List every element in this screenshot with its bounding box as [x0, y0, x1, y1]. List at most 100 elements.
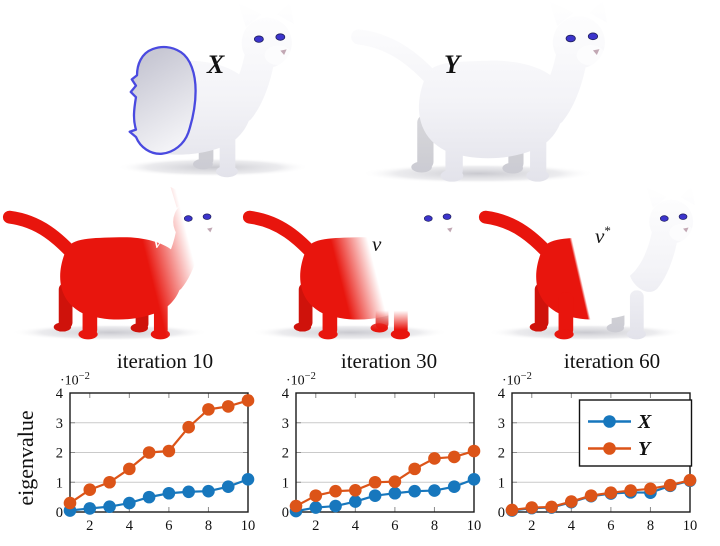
svg-text:4: 4: [352, 518, 360, 534]
svg-text:6: 6: [607, 518, 614, 534]
series-Y-marker: [644, 482, 657, 496]
series-X-marker: [368, 489, 382, 502]
scale-label-2: ·10−2: [286, 371, 316, 389]
chart-iteration-30: 2 4 6 8 10 0 1 2 3 4: [262, 369, 492, 545]
indicator-label-2: v: [372, 232, 382, 256]
series-X-marker: [447, 480, 461, 494]
cat-head: [549, 0, 608, 69]
cat-head: [170, 186, 219, 244]
series-X: [63, 472, 255, 517]
svg-text:8: 8: [205, 518, 212, 534]
series-Y-marker: [63, 496, 77, 510]
legend-label-Y: Y: [638, 438, 652, 460]
cat-chest: [530, 54, 587, 126]
series-Y-marker: [388, 475, 402, 488]
series-Y-marker: [241, 394, 255, 407]
cat-head: [646, 186, 695, 244]
legend: XY: [578, 399, 693, 467]
indicator-label-3: v*: [595, 223, 611, 248]
cat-head: [410, 186, 459, 244]
legend-marker-Y: [603, 442, 616, 455]
cat-eyes-icon: [183, 213, 212, 222]
svg-text:1: 1: [282, 475, 289, 491]
svg-text:10: 10: [683, 518, 698, 534]
svg-text:1: 1: [56, 475, 63, 491]
svg-text:2: 2: [528, 518, 535, 534]
cat-nose-icon: [280, 49, 287, 56]
svg-text:6: 6: [391, 518, 398, 534]
cat-nose-icon: [683, 227, 689, 233]
series-Y: [289, 444, 481, 513]
series-X-marker: [428, 484, 441, 497]
scale-label-1: ·10−2: [60, 371, 90, 389]
series-Y-marker: [604, 486, 618, 499]
cat-shape-y-full-figure: [350, 0, 632, 184]
svg-text:1: 1: [498, 475, 505, 491]
series-Y-marker: [624, 484, 637, 497]
shape-x-label: X: [207, 50, 225, 79]
series-X-line: [295, 478, 475, 513]
chart-iteration-10: 2 4 6 8 10 0 1 2 3 4: [36, 369, 266, 545]
series-Y-marker: [202, 403, 215, 416]
svg-text:0: 0: [282, 505, 289, 521]
tick-labels: 2 4 6 8 10 0 1 2 3 4: [498, 386, 698, 534]
series-Y-marker: [289, 499, 303, 513]
svg-text:2: 2: [56, 446, 63, 462]
svg-text:3: 3: [498, 416, 505, 432]
cut-boundary-outline: [128, 45, 197, 155]
svg-text:4: 4: [568, 518, 576, 534]
series-X-marker: [162, 486, 176, 500]
cat-ear-left-icon: [170, 186, 191, 208]
svg-text:6: 6: [165, 518, 172, 534]
cat-ear-left-icon: [410, 186, 431, 208]
svg-text:10: 10: [467, 518, 482, 534]
cat-ear-left-icon: [238, 3, 262, 28]
indicator-label-1: v: [153, 229, 163, 253]
series-Y-marker: [309, 489, 323, 502]
series-Y-marker: [545, 500, 558, 514]
series-X-marker: [202, 484, 215, 498]
series-Y-marker: [142, 446, 156, 459]
series-Y-marker: [162, 444, 176, 458]
svg-text:2: 2: [86, 518, 93, 534]
series-X-marker: [329, 499, 342, 513]
cat-chest: [219, 54, 275, 124]
iteration-title-2: iteration 30: [340, 349, 438, 373]
cat-shadow: [251, 324, 449, 341]
cat-shadow: [487, 324, 685, 341]
cat-ear-right-icon: [444, 186, 459, 206]
series-X-marker: [142, 490, 156, 504]
series-X-marker: [408, 484, 421, 498]
series-Y-marker: [83, 483, 97, 496]
cat-ear-right-icon: [680, 186, 695, 206]
cat-illustration-red10: [2, 186, 219, 341]
cat-nose-icon: [207, 227, 213, 233]
cat-shadow: [117, 157, 310, 177]
svg-text:2: 2: [282, 446, 289, 462]
series-Y-marker: [663, 478, 677, 492]
svg-text:4: 4: [126, 518, 134, 534]
tick-labels: 2 4 6 8 10 0 1 2 3 4: [282, 386, 482, 534]
iteration-title-1: iteration 10: [116, 349, 214, 373]
series-X-marker: [123, 496, 136, 510]
cat-shadow: [11, 324, 209, 341]
svg-text:2: 2: [312, 518, 319, 534]
legend-label-X: X: [637, 411, 652, 433]
series-Y-marker: [182, 420, 195, 434]
cat-chest: [393, 231, 442, 292]
cat-illustration-red60: [478, 186, 695, 341]
series-Y-line: [69, 399, 249, 504]
series-Y-line: [511, 479, 691, 512]
series-Y-marker: [525, 501, 539, 514]
series-X-marker: [182, 485, 195, 499]
cat-illustration-partial: [117, 2, 310, 178]
series-Y-marker: [329, 484, 342, 498]
series-Y-marker: [123, 462, 136, 476]
series-X-marker: [241, 472, 255, 486]
cat-eyes-icon: [565, 32, 599, 43]
series-Y-marker: [467, 444, 481, 458]
cat-ear-left-icon: [549, 1, 574, 27]
cat-nose-icon: [447, 227, 453, 233]
eigenvalue-plot: 2 4 6 8 10 0 1 2 3 4: [282, 386, 482, 534]
cat-iteration-60-figure: [478, 186, 716, 342]
